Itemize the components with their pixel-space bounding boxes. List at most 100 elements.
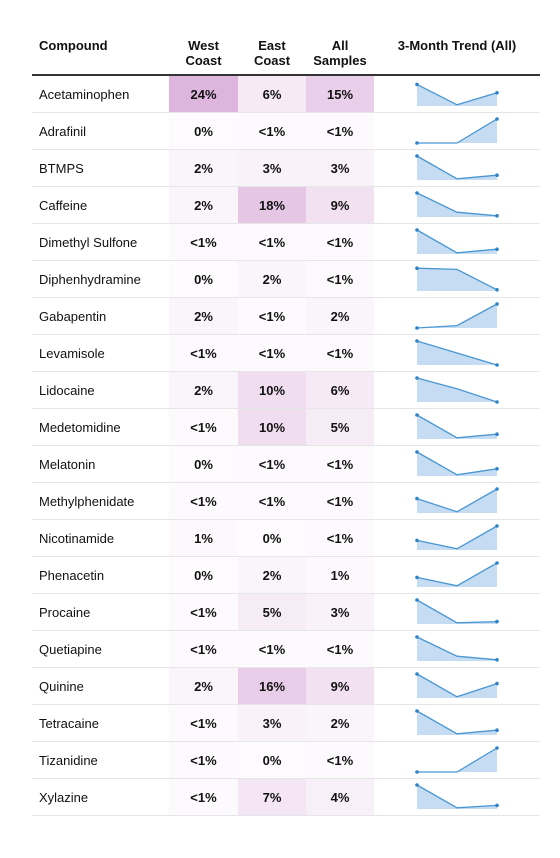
trend-end-point xyxy=(495,619,499,624)
trend-sparkline xyxy=(415,709,499,735)
trend-start-point xyxy=(415,82,419,87)
compound-name: Adrafinil xyxy=(32,112,169,150)
all-value-cell: 6% xyxy=(306,371,374,409)
all-value-cell: 9% xyxy=(306,186,374,224)
trend-area xyxy=(417,674,497,698)
trend-cell xyxy=(374,704,540,742)
trend-start-point xyxy=(415,672,419,676)
trend-sparkline xyxy=(415,635,499,662)
trend-area xyxy=(417,711,497,735)
trend-sparkline xyxy=(415,339,499,367)
west-value-cell: <1% xyxy=(169,593,238,631)
table-row: Quinine 2% 16% 9% xyxy=(32,667,540,705)
header-all-samples: All Samples xyxy=(306,36,374,76)
trend-line xyxy=(416,784,498,809)
east-value-cell: <1% xyxy=(238,223,306,261)
west-value-cell: <1% xyxy=(169,741,238,779)
west-value-cell: 0% xyxy=(169,112,238,150)
compound-name: Methylphenidate xyxy=(32,482,169,520)
table-row: Adrafinil 0% <1% <1% xyxy=(32,112,540,150)
trend-line xyxy=(416,83,498,106)
trend-end-point xyxy=(495,363,499,367)
trend-end-point xyxy=(495,728,499,732)
compound-name: Caffeine xyxy=(32,186,169,224)
trend-end-point xyxy=(495,746,499,750)
trend-area xyxy=(417,785,497,809)
trend-area xyxy=(417,193,497,217)
trend-sparkline xyxy=(415,524,499,550)
table-row: Methylphenidate <1% <1% <1% xyxy=(32,482,540,520)
compound-name: Procaine xyxy=(32,593,169,631)
east-value-cell: <1% xyxy=(238,630,306,668)
trend-line xyxy=(416,599,498,624)
all-value-cell: 2% xyxy=(306,704,374,742)
trend-area xyxy=(417,526,497,550)
compound-name: Melatonin xyxy=(32,445,169,483)
trend-line xyxy=(416,192,498,217)
all-value-cell: <1% xyxy=(306,445,374,483)
trend-sparkline xyxy=(415,376,499,404)
trend-sparkline xyxy=(415,413,499,439)
header-east-line2: Coast xyxy=(253,53,291,68)
trend-sparkline xyxy=(415,598,499,624)
table-row: Medetomidine <1% 10% 5% xyxy=(32,408,540,446)
trend-start-point xyxy=(415,154,419,158)
all-value-cell: <1% xyxy=(306,223,374,261)
trend-line xyxy=(416,710,498,735)
trend-cell xyxy=(374,482,540,520)
trend-start-point xyxy=(415,413,419,417)
east-value-cell: 7% xyxy=(238,778,306,816)
trend-line xyxy=(416,229,498,254)
table-row: Quetiapine <1% <1% <1% xyxy=(32,630,540,668)
all-value-cell: 4% xyxy=(306,778,374,816)
west-value-cell: 2% xyxy=(169,371,238,409)
trend-line xyxy=(416,340,498,366)
west-value-cell: 2% xyxy=(169,186,238,224)
trend-end-point xyxy=(495,91,499,95)
header-trend-label: 3-Month Trend (All) xyxy=(397,38,517,53)
compound-name: Medetomidine xyxy=(32,408,169,446)
table-row: Acetaminophen 24% 6% 15% xyxy=(32,75,540,113)
table-row: Diphenhydramine 0% 2% <1% xyxy=(32,260,540,298)
east-value-cell: <1% xyxy=(238,112,306,150)
west-value-cell: <1% xyxy=(169,482,238,520)
compound-name: Diphenhydramine xyxy=(32,260,169,298)
header-trend: 3-Month Trend (All) xyxy=(374,36,540,76)
east-value-cell: <1% xyxy=(238,482,306,520)
east-value-cell: <1% xyxy=(238,297,306,335)
header-west-line1: West xyxy=(188,38,219,53)
compound-name: Tizanidine xyxy=(32,741,169,779)
trend-cell xyxy=(374,260,540,298)
compound-prevalence-table: Compound West Coast East Coast All Samples … xyxy=(32,36,540,816)
east-value-cell: 5% xyxy=(238,593,306,631)
east-value-cell: <1% xyxy=(238,445,306,483)
west-value-cell: 2% xyxy=(169,667,238,705)
all-value-cell: 15% xyxy=(306,75,374,113)
trend-area xyxy=(417,637,497,661)
west-value-cell: <1% xyxy=(169,704,238,742)
trend-end-point xyxy=(495,117,499,121)
table-row: Tizanidine <1% 0% <1% xyxy=(32,741,540,779)
trend-cell xyxy=(374,297,540,335)
table-row: Levamisole <1% <1% <1% xyxy=(32,334,540,372)
trend-cell xyxy=(374,371,540,409)
trend-start-point xyxy=(415,228,419,232)
trend-line xyxy=(417,118,498,144)
header-west-line2: Coast xyxy=(185,53,222,68)
east-value-cell: 6% xyxy=(238,75,306,113)
trend-start-point xyxy=(415,635,419,639)
compound-name: Gabapentin xyxy=(32,297,169,335)
all-value-cell: 3% xyxy=(306,593,374,631)
trend-end-point xyxy=(495,467,499,471)
east-value-cell: 3% xyxy=(238,149,306,187)
trend-area xyxy=(417,489,497,513)
all-value-cell: <1% xyxy=(306,112,374,150)
trend-sparkline xyxy=(415,117,499,145)
east-value-cell: 18% xyxy=(238,186,306,224)
east-value-cell: 10% xyxy=(238,408,306,446)
east-value-cell: 2% xyxy=(238,556,306,594)
compound-name: Quetiapine xyxy=(32,630,169,668)
trend-sparkline xyxy=(415,154,499,180)
trend-cell xyxy=(374,556,540,594)
west-value-cell: <1% xyxy=(169,223,238,261)
